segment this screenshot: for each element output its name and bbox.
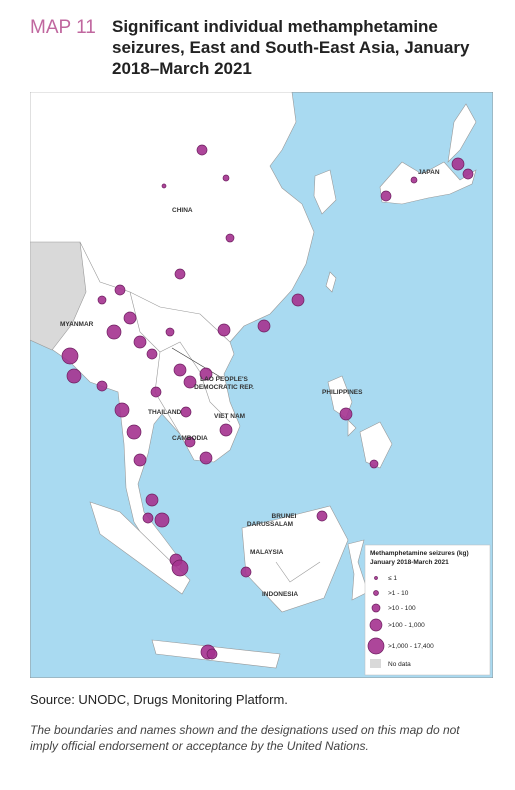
legend-symbol [374,576,378,580]
country-label: CAMBODIA [172,435,208,442]
map-title: Significant individual methamphetamine s… [112,17,470,78]
legend-symbol [369,618,383,632]
legend-label: >10 - 100 [388,605,416,612]
country-label: MYANMAR [60,321,94,328]
country-label: INDONESIA [262,591,298,598]
legend-title: January 2018-March 2021 [370,559,449,566]
country-label: BRUNEI [272,513,297,520]
country-label: DEMOCRATIC REP. [194,384,254,391]
header: MAP 11 Significant individual methamphet… [30,16,490,79]
legend-box [364,544,491,676]
map-number: MAP 11 [30,17,96,38]
country-label: VIET NAM [214,413,245,420]
legend-label: >1,000 - 17,400 [388,643,434,650]
legend-symbol [367,637,385,655]
legend-label: No data [388,661,411,668]
disclaimer: The boundaries and names shown and the d… [30,723,460,753]
country-label: DARUSSALAM [247,521,293,528]
source: Source: UNODC, Drugs Monitoring Platform… [30,692,288,707]
legend: Methamphetamine seizures (kg) January 20… [364,544,491,676]
country-labels: CHINA JAPAN MYANMAR LAO PEOPLE'S DEMOCRA… [60,169,440,598]
country-label: PHILIPPINES [322,389,363,396]
country-label: CHINA [172,207,193,214]
legend-title: Methamphetamine seizures (kg) [370,550,469,557]
country-label: THAILAND [148,409,182,416]
country-label: JAPAN [418,169,440,176]
legend-swatch [370,659,381,668]
seizure-points [61,144,474,660]
leader-line [171,347,223,379]
legend-symbol [371,603,381,613]
map: CHINA JAPAN MYANMAR LAO PEOPLE'S DEMOCRA… [30,92,493,678]
country-label: MALAYSIA [250,549,284,556]
legend-symbol [373,590,379,596]
legend-label: ≤ 1 [388,575,397,582]
legend-label: >1 - 10 [388,590,409,597]
legend-label: >100 - 1,000 [388,622,425,629]
country-label: LAO PEOPLE'S [200,376,248,383]
